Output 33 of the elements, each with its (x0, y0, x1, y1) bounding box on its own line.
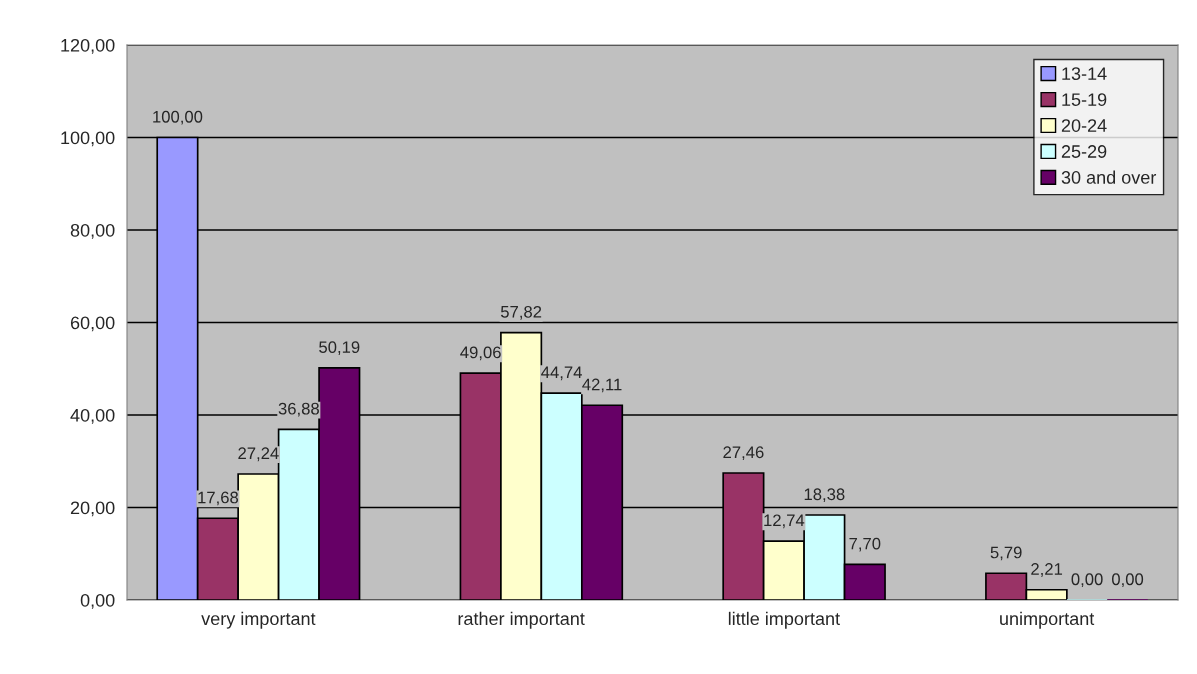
data-label: 17,68 (198, 491, 239, 506)
data-label: 36,88 (278, 402, 319, 417)
data-label: 100,00 (153, 110, 203, 125)
data-label: 27,24 (238, 447, 279, 462)
x-tick-label: little important (728, 611, 840, 629)
legend-label: 20-24 (1061, 119, 1107, 132)
y-tick-label: 40,00 (70, 408, 115, 424)
data-label: 5,79 (990, 546, 1022, 561)
y-tick-label: 20,00 (70, 501, 115, 517)
data-label: 2,21 (1031, 563, 1063, 577)
y-tick-label: 80,00 (70, 223, 115, 239)
y-tick-label: 60,00 (70, 316, 115, 332)
legend-label: 30 and over (1061, 170, 1157, 184)
legend-label: 15-19 (1062, 93, 1107, 106)
data-label: 42,11 (582, 378, 622, 393)
y-tick-label: 0,00 (80, 593, 115, 609)
y-tick-label: 120,00 (61, 38, 115, 54)
y-tick-label: 100,00 (61, 131, 115, 147)
data-label: 27,46 (723, 446, 764, 461)
data-label: 44,74 (541, 366, 582, 381)
x-tick-label: unimportant (1000, 611, 1095, 629)
data-label: 49,06 (460, 346, 501, 361)
x-tick-label: rather important (458, 611, 585, 629)
x-tick-label: very important (201, 611, 316, 629)
legend-label: 25-29 (1061, 145, 1107, 158)
legend-label: 13-14 (1062, 67, 1107, 81)
data-label: 50,19 (319, 341, 360, 355)
data-label: 57,82 (500, 305, 542, 320)
data-label: 0,00 (1111, 573, 1144, 588)
data-label: 7,70 (849, 537, 881, 552)
data-label: 12,74 (764, 514, 805, 529)
data-label: 0,00 (1071, 573, 1103, 588)
data-label: 18,38 (804, 488, 845, 503)
